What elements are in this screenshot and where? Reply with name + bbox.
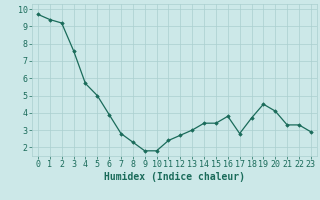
X-axis label: Humidex (Indice chaleur): Humidex (Indice chaleur)	[104, 172, 245, 182]
